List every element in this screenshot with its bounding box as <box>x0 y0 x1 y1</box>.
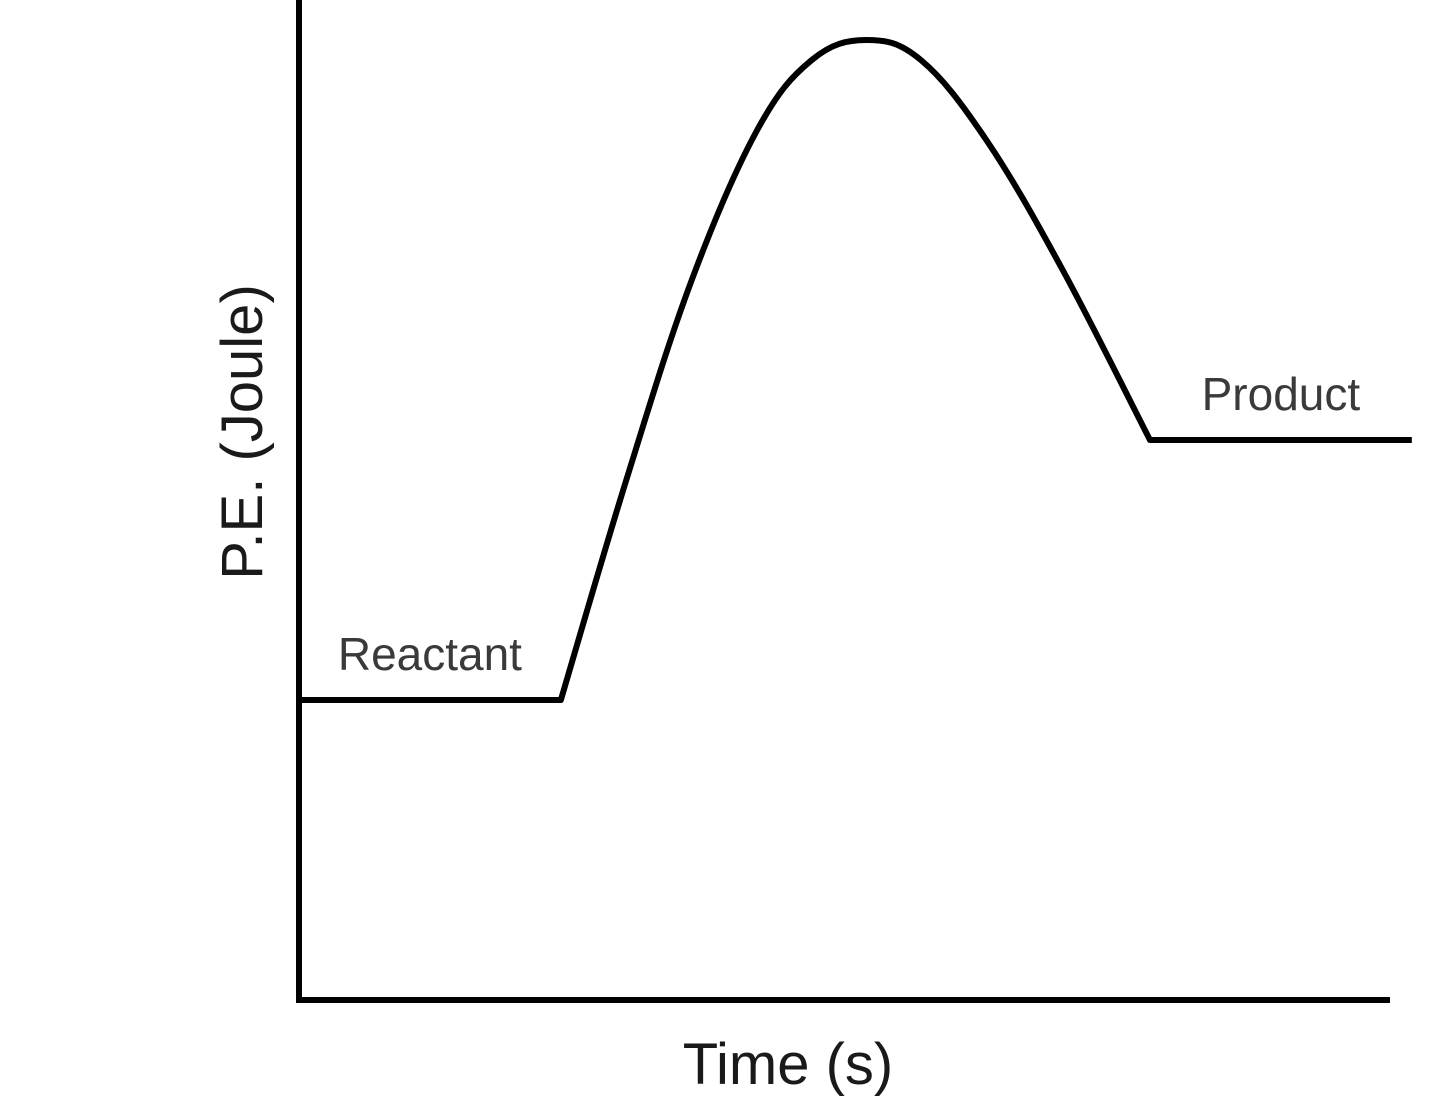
axes <box>296 0 1390 1003</box>
x-axis-label: Time (s) <box>683 1032 893 1097</box>
energy-curve-line <box>299 37 1412 703</box>
series-layer <box>299 37 1412 703</box>
y-axis-label: P.E. (Joule) <box>210 284 275 580</box>
product-label: Product <box>1202 368 1361 420</box>
reactant-label: Reactant <box>338 628 522 680</box>
annotation-layer: Reactant Product <box>338 368 1361 680</box>
